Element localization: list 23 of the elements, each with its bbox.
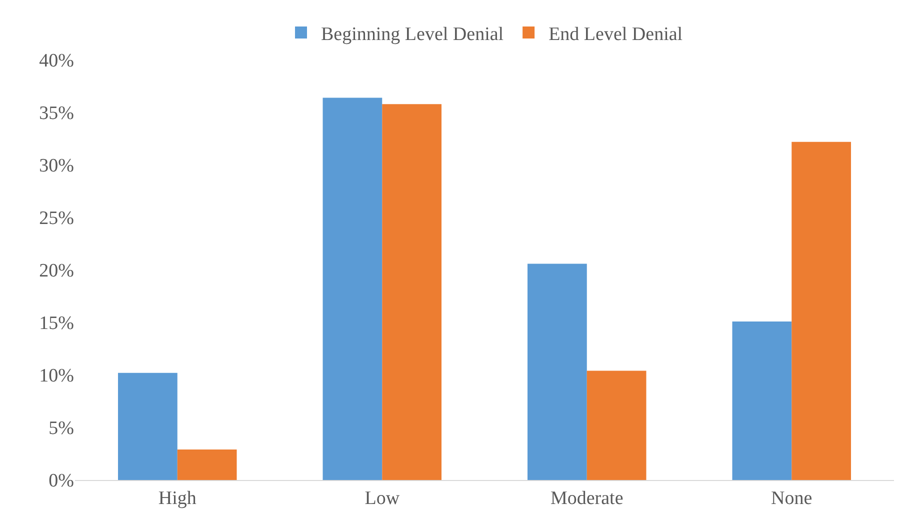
- y-tick-label: 35%: [39, 103, 74, 124]
- bar: [528, 264, 587, 480]
- y-tick-label: 40%: [39, 50, 74, 72]
- x-tick-label: None: [771, 488, 812, 509]
- x-tick-label: Low: [364, 488, 400, 509]
- x-tick-label: High: [158, 488, 197, 509]
- y-tick-label: 5%: [48, 418, 74, 440]
- bar: [322, 98, 382, 480]
- x-tick-label: Moderate: [550, 488, 624, 509]
- bar: [382, 104, 442, 480]
- y-tick-label: 25%: [39, 208, 74, 230]
- y-tick-label: 10%: [39, 366, 74, 387]
- bar: [118, 372, 178, 480]
- y-tick-label: 0%: [48, 470, 74, 492]
- bar: [732, 321, 792, 480]
- y-tick-label: 30%: [39, 156, 74, 177]
- legend-label: End Level Denial: [548, 24, 683, 45]
- bar: [792, 142, 851, 480]
- legend-label: Beginning Level Denial: [321, 24, 504, 45]
- bar: [586, 370, 646, 480]
- y-tick-label: 15%: [39, 313, 74, 334]
- bar: [177, 450, 237, 480]
- y-tick-label: 20%: [39, 260, 74, 282]
